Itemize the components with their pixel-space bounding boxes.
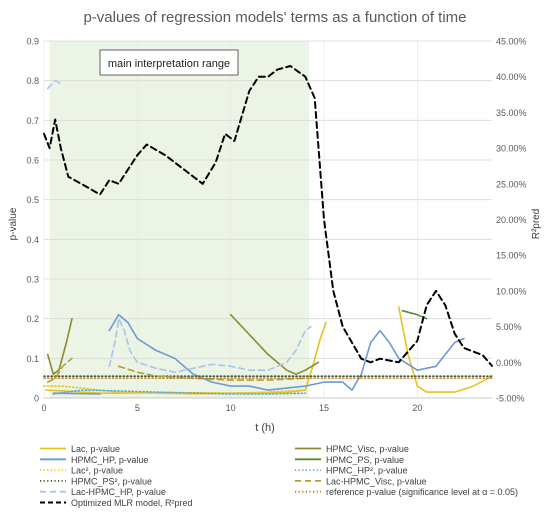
- series-line: [43, 385, 307, 395]
- x-tick-labels: 0 5 10 15 20: [41, 403, 422, 413]
- legend: Lac, p-value HPMC_Visc, p-value HPMC_HP, p…: [40, 444, 518, 508]
- legend-entry: reference p-value (significance level at…: [326, 487, 518, 497]
- x-tick: 15: [319, 403, 329, 413]
- x-tick: 10: [226, 403, 236, 413]
- legend-entry: HPMC_HP, p-value: [71, 455, 148, 465]
- series-line: [397, 306, 493, 393]
- y-left-tick-labels: 0 0.1 0.2 0.3 0.4 0.5 0.6 0.7 0.8 0.9: [26, 37, 39, 404]
- x-tick: 0: [41, 403, 46, 413]
- range-label-box: [99, 49, 239, 76]
- y-left-tick: 0.6: [26, 156, 39, 166]
- legend-entry: Lac², p-value: [71, 466, 123, 476]
- legend-entry: Optimized MLR model, R²pred: [71, 498, 193, 508]
- y-right-tick: 5.00%: [496, 322, 522, 332]
- legend-entry: HPMC_PS², p-value: [71, 476, 152, 486]
- y-right-tick: 20.00%: [496, 215, 527, 225]
- legend-entry: HPMC_PS, p-value: [326, 455, 404, 465]
- range-label: main interpretation range: [108, 58, 230, 70]
- gridlines: [43, 40, 492, 399]
- y-right-tick: 25.00%: [496, 179, 527, 189]
- legend-entry: HPMC_Visc, p-value: [326, 444, 409, 454]
- series-line: [43, 65, 493, 367]
- series-line: [46, 79, 64, 90]
- y-left-tick: 0.5: [26, 195, 39, 205]
- series-lines: [43, 65, 493, 395]
- series-line: [46, 357, 73, 383]
- legend-entry: Lac-HPMC_HP, p-value: [71, 487, 166, 497]
- legend-entry: Lac-HPMC_Visc, p-value: [326, 476, 426, 486]
- series-line: [46, 317, 73, 375]
- y-right-tick: 0.00%: [496, 358, 522, 368]
- y-right-tick: 15.00%: [496, 251, 527, 261]
- y-right-tick: 10.00%: [496, 286, 527, 296]
- y-right-tick: -5.00%: [496, 394, 525, 404]
- y-left-tick: 0.3: [26, 275, 39, 285]
- y-left-tick: 0.2: [26, 314, 39, 324]
- legend-entry: Lac, p-value: [71, 444, 120, 454]
- x-tick: 20: [412, 403, 422, 413]
- x-axis-label: t (h): [255, 422, 275, 434]
- y-left-axis-label: p-value: [8, 207, 19, 240]
- chart-title: p-values of regression models' terms as …: [83, 9, 466, 26]
- series-line: [108, 313, 465, 391]
- y-right-tick: 40.00%: [496, 72, 527, 82]
- y-left-tick: 0: [34, 394, 39, 404]
- y-left-tick: 0.4: [26, 235, 39, 245]
- y-right-tick: 30.00%: [496, 144, 527, 154]
- y-right-tick: 35.00%: [496, 108, 527, 118]
- y-left-tick: 0.9: [26, 37, 39, 47]
- legend-entry: HPMC_HP², p-value: [326, 466, 408, 476]
- y-left-tick: 0.1: [26, 354, 39, 364]
- series-line: [52, 389, 307, 395]
- y-right-axis-label: R²pred: [531, 209, 542, 240]
- interpretation-range-box: [49, 41, 310, 398]
- y-right-tick-labels: -5.00% 0.00% 5.00% 10.00% 15.00% 20.00% 25.00%…: [496, 37, 527, 404]
- y-left-tick: 0.8: [26, 76, 39, 86]
- series-line: [108, 317, 312, 373]
- x-tick: 5: [135, 403, 140, 413]
- series-line: [229, 313, 320, 375]
- y-right-tick: 45.00%: [496, 37, 527, 47]
- y-left-tick: 0.7: [26, 116, 39, 126]
